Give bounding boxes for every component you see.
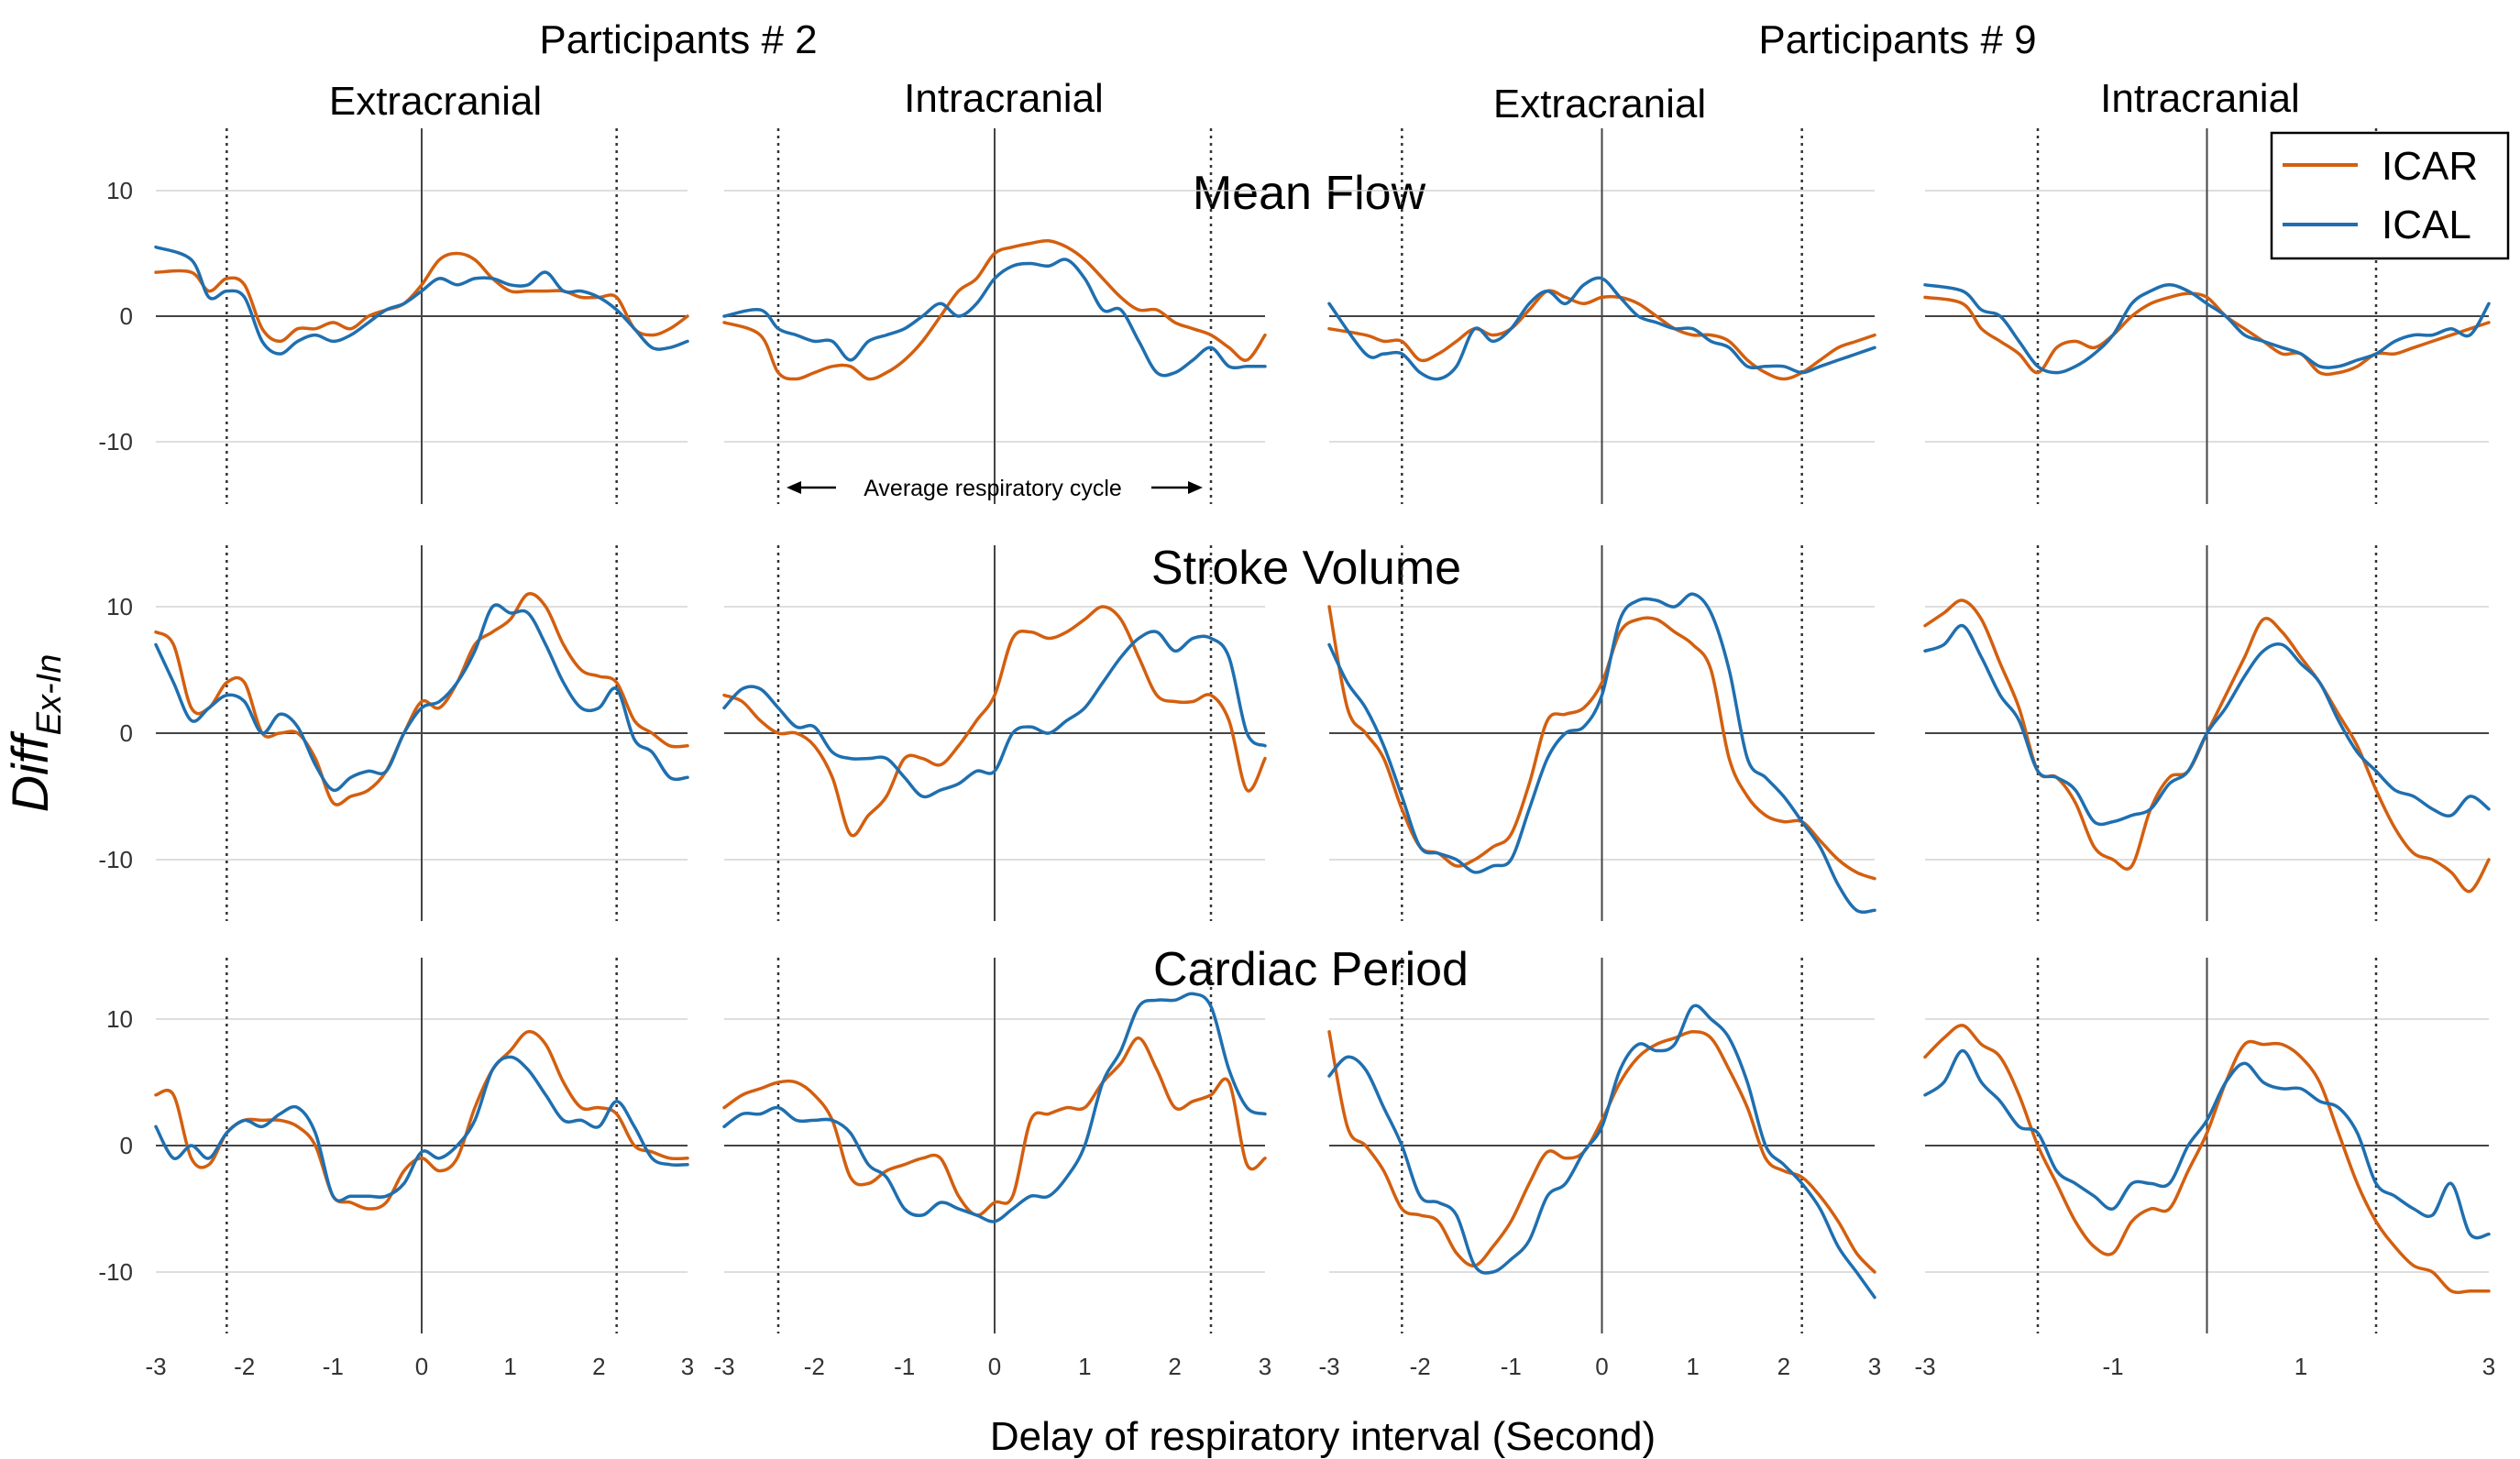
series-line-ical-r1c1 bbox=[722, 630, 1267, 799]
group-title-participant-9: Participants # 9 bbox=[1758, 17, 2036, 62]
annotation-arrowhead-right bbox=[1188, 481, 1203, 494]
y-tick-label: 0 bbox=[120, 1132, 133, 1159]
series-line-icar-r1c0 bbox=[154, 592, 689, 806]
x-tick-label: -3 bbox=[1914, 1353, 1935, 1380]
legend-box bbox=[2270, 131, 2510, 260]
y-tick-label: -10 bbox=[98, 1258, 133, 1286]
y-tick-label: -10 bbox=[98, 846, 133, 873]
x-tick-label: 0 bbox=[415, 1353, 428, 1380]
y-tick-label: -10 bbox=[98, 428, 133, 455]
column-title-extracranial-p2: Extracranial bbox=[329, 79, 542, 124]
x-tick-label: 0 bbox=[988, 1353, 1001, 1380]
y-tick-label: 0 bbox=[120, 719, 133, 747]
x-tick-label: -2 bbox=[804, 1353, 825, 1380]
y-tick-label: 10 bbox=[106, 1005, 133, 1033]
column-title-extracranial-p9: Extracranial bbox=[1493, 82, 1706, 126]
series-line-ical-r2c0 bbox=[154, 1055, 689, 1202]
x-tick-label: -1 bbox=[1501, 1353, 1522, 1380]
annotation-text: Average respiratory cycle bbox=[864, 476, 1122, 501]
x-tick-label: -3 bbox=[1318, 1353, 1339, 1380]
series-line-ical-r0c0 bbox=[154, 245, 689, 356]
series-line-ical-r1c3 bbox=[1923, 623, 2491, 827]
x-tick-label: 3 bbox=[1259, 1353, 1271, 1380]
series-line-icar-r0c3 bbox=[1923, 291, 2491, 377]
series-line-icar-r1c1 bbox=[722, 605, 1267, 838]
x-tick-label: -3 bbox=[713, 1353, 734, 1380]
legend-label-icar: ICAR bbox=[2382, 144, 2478, 189]
row-title-stroke-volume: Stroke Volume bbox=[1151, 542, 1461, 595]
series-line-icar-r2c1 bbox=[722, 1036, 1267, 1217]
y-axis-label-sub: Ex-In bbox=[30, 654, 69, 736]
row-title-mean-flow: Mean Flow bbox=[1193, 167, 1426, 220]
series-line-ical-r1c0 bbox=[154, 603, 689, 793]
series-line-ical-r0c2 bbox=[1327, 276, 1876, 381]
y-tick-label: 10 bbox=[106, 593, 133, 620]
x-tick-label: 2 bbox=[1168, 1353, 1181, 1380]
series-line-icar-r0c1 bbox=[722, 238, 1267, 381]
legend-label-ical: ICAL bbox=[2382, 203, 2471, 247]
column-title-intracranial-p2: Intracranial bbox=[904, 76, 1104, 121]
x-tick-label: -1 bbox=[323, 1353, 344, 1380]
series-line-icar-r2c3 bbox=[1923, 1024, 2491, 1294]
y-tick-label: 0 bbox=[120, 302, 133, 330]
column-title-intracranial-p9: Intracranial bbox=[2100, 76, 2300, 121]
respiratory-cycle-annotation: Average respiratory cycle bbox=[787, 476, 1203, 501]
series-line-ical-r0c1 bbox=[722, 258, 1267, 378]
x-tick-label: 3 bbox=[1868, 1353, 1881, 1380]
series-line-ical-r2c2 bbox=[1327, 1004, 1876, 1300]
series-line-ical-r2c1 bbox=[722, 992, 1267, 1223]
x-tick-label: 1 bbox=[1686, 1353, 1699, 1380]
x-tick-label: 1 bbox=[503, 1353, 516, 1380]
y-tick-label: 10 bbox=[106, 177, 133, 204]
legend: ICAR ICAL bbox=[2270, 131, 2510, 260]
series-line-ical-r1c2 bbox=[1327, 592, 1876, 914]
x-tick-label: -1 bbox=[2102, 1353, 2123, 1380]
group-title-participant-2: Participants # 2 bbox=[539, 17, 817, 62]
x-tick-label: 2 bbox=[1777, 1353, 1790, 1380]
x-tick-label: 3 bbox=[681, 1353, 694, 1380]
y-axis-label: DiffEx-In bbox=[1, 654, 69, 813]
x-tick-label: 0 bbox=[1595, 1353, 1608, 1380]
x-tick-label: -3 bbox=[145, 1353, 166, 1380]
x-tick-label: -2 bbox=[1410, 1353, 1431, 1380]
x-tick-label: 2 bbox=[592, 1353, 605, 1380]
x-axis-label: Delay of respiratory interval (Second) bbox=[990, 1414, 1656, 1459]
series-line-ical-r2c3 bbox=[1923, 1048, 2491, 1240]
y-axis-label-main: Diff bbox=[1, 730, 59, 812]
x-tick-label: -2 bbox=[234, 1353, 255, 1380]
series-line-ical-r0c3 bbox=[1923, 283, 2491, 375]
x-tick-label: 1 bbox=[2294, 1353, 2307, 1380]
annotation-arrowhead-left bbox=[787, 481, 801, 494]
x-tick-label: 3 bbox=[2482, 1353, 2495, 1380]
series-line-icar-r2c2 bbox=[1327, 1030, 1876, 1274]
series-line-icar-r0c2 bbox=[1327, 289, 1876, 381]
x-tick-label: -1 bbox=[894, 1353, 915, 1380]
x-tick-label: 1 bbox=[1078, 1353, 1091, 1380]
row-title-cardiac-period: Cardiac Period bbox=[1153, 943, 1469, 996]
